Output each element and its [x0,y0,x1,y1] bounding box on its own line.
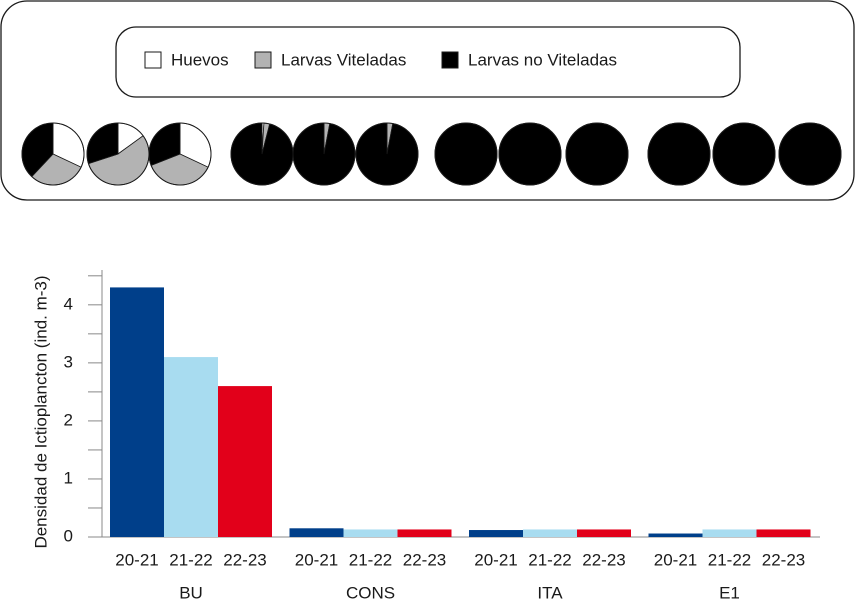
pie-outline [498,122,562,186]
bar [218,386,272,537]
y-axis-label: Densidad de Ictioplancton (ind. m-3) [31,275,50,548]
y-tick-label: 3 [64,352,73,371]
y-tick-label: 1 [64,468,73,487]
bar [289,528,344,537]
pie-outline [148,122,212,186]
group-label: ITA [537,583,563,602]
x-tick-label: 21-22 [169,550,212,569]
x-tick-label: 20-21 [295,550,338,569]
pie-outline [647,122,711,186]
legend-box [115,26,741,98]
pie-outline [355,122,419,186]
bar [523,529,577,537]
y-tick-label: 4 [64,294,73,313]
y-tick-label: 0 [64,526,73,545]
x-tick-label: 21-22 [528,550,571,569]
legend-swatch [254,51,272,69]
x-tick-label: 21-22 [349,550,392,569]
pie-panel [0,0,855,201]
legend-swatch [144,51,162,69]
bar [110,287,164,537]
pie-outline [778,122,842,186]
group-label: BU [179,583,203,602]
x-tick-label: 22-23 [403,550,446,569]
bar [397,529,452,537]
x-tick-label: 22-23 [762,550,805,569]
pie-outline [21,122,85,186]
bar [343,529,398,537]
legend-label: Larvas no Viteladas [468,50,617,69]
bar [164,357,218,537]
y-tick-label: 2 [64,410,73,429]
x-tick-label: 22-23 [223,550,266,569]
group-label: E1 [719,583,740,602]
pie-outline [434,122,498,186]
x-tick-label: 20-21 [474,550,517,569]
legend-label: Huevos [171,50,229,69]
pie-outline [565,122,629,186]
x-tick-label: 21-22 [708,550,751,569]
x-tick-label: 20-21 [115,550,158,569]
bar [756,529,811,537]
x-tick-label: 20-21 [654,550,697,569]
bar [648,533,703,537]
legend-swatch [441,51,459,69]
legend-label: Larvas Viteladas [281,50,406,69]
pie-outline [292,122,356,186]
x-tick-label: 22-23 [582,550,625,569]
group-label: CONS [346,583,395,602]
bar [577,529,631,537]
pie-outline [712,122,776,186]
bar [469,530,523,537]
bar [702,529,757,537]
